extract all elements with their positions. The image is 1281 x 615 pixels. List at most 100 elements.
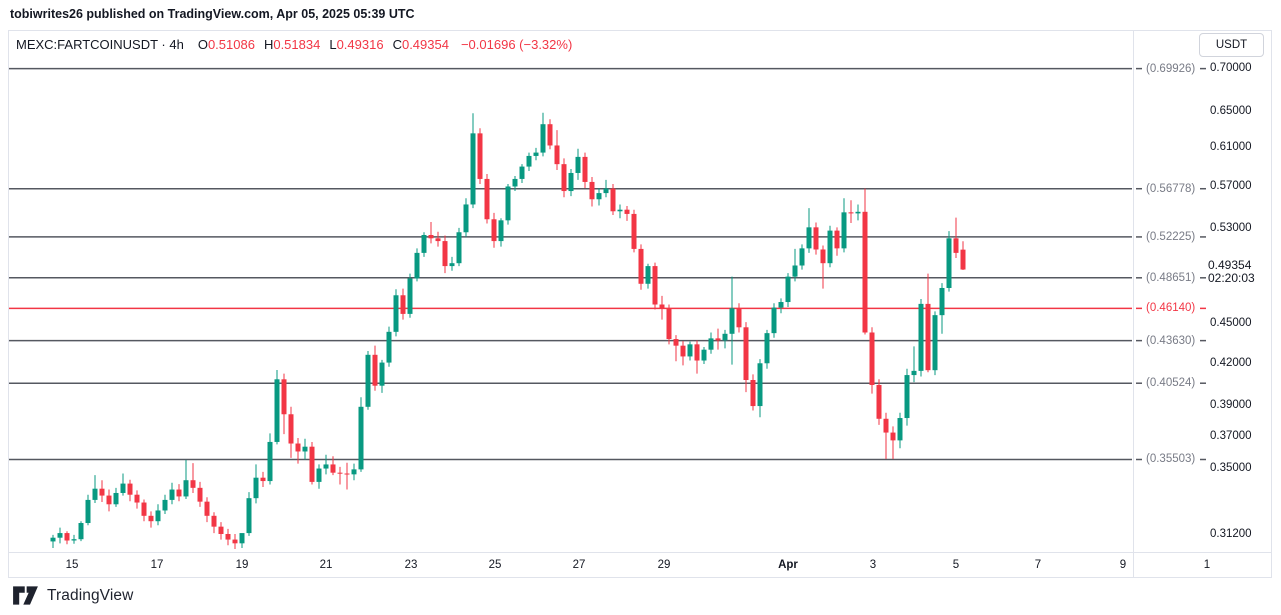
candle-body	[652, 266, 658, 305]
price-axis-separator	[1133, 31, 1134, 577]
price-level-label: (0.35503)	[1146, 453, 1196, 466]
candle-body	[610, 188, 616, 212]
candle-body	[337, 472, 343, 474]
price-level-label: (0.56778)	[1146, 182, 1196, 195]
candle-body	[64, 533, 70, 541]
candle-body	[785, 276, 791, 303]
time-tick-label: 3	[869, 559, 877, 571]
candle-body	[246, 498, 252, 534]
price-level-label: (0.40524)	[1146, 377, 1196, 390]
candle-body	[379, 362, 385, 386]
candle-body	[92, 488, 98, 500]
candle-body	[57, 533, 63, 538]
time-tick-label: 15	[65, 559, 79, 571]
candle-body	[806, 227, 812, 249]
candle-body	[855, 211, 861, 214]
candle-body	[946, 238, 952, 288]
candle-body	[113, 492, 119, 505]
candle-body	[197, 487, 203, 502]
candle-body	[288, 414, 294, 444]
price-tick-label: 0.61000	[1210, 141, 1252, 154]
candle-body	[561, 164, 567, 192]
time-tick-label: 23	[404, 559, 418, 571]
candle-body	[365, 354, 371, 407]
tradingview-branding[interactable]: TradingView	[12, 585, 133, 606]
candle-body	[862, 211, 868, 333]
candle-body	[883, 418, 889, 433]
candle-body	[582, 156, 588, 182]
candle-body	[323, 464, 329, 469]
time-tick-label: 9	[1119, 559, 1127, 571]
candle-body	[708, 338, 714, 350]
candle-body	[799, 248, 805, 266]
time-tick-label: 29	[657, 559, 671, 571]
candle-body	[757, 363, 763, 407]
candle-body	[134, 494, 140, 503]
candle-body	[617, 209, 623, 212]
candle-body	[400, 295, 406, 314]
price-tick-label: 0.57000	[1210, 180, 1252, 193]
candle-body	[841, 212, 847, 249]
candle-body	[869, 332, 875, 385]
price-tick-label: 0.31200	[1210, 528, 1252, 540]
candle-body	[596, 193, 602, 200]
candle-body	[659, 304, 665, 309]
candle-body	[50, 537, 56, 542]
candle-body	[239, 533, 245, 544]
candle-body	[771, 307, 777, 334]
candle-body	[603, 188, 609, 194]
candle-body	[743, 327, 749, 381]
candle-body	[295, 443, 301, 452]
candle-body	[519, 166, 525, 179]
price-change: −0.01696 (−3.32%)	[460, 37, 573, 52]
candle-body	[218, 526, 224, 534]
candle-body	[176, 489, 182, 497]
candle-body	[813, 227, 819, 250]
candle-body	[589, 181, 595, 200]
candle-body	[953, 238, 959, 253]
time-tick-label: 5	[952, 559, 960, 571]
candle-body	[736, 308, 742, 328]
attribution-text: tobiwrites26 published on TradingView.co…	[10, 7, 415, 21]
candle-body	[414, 252, 420, 279]
candle-body	[631, 213, 637, 249]
candle-body	[526, 155, 532, 167]
ohlc-open: O0.51086	[198, 37, 255, 52]
candle-body	[750, 380, 756, 407]
candle-body	[729, 308, 735, 334]
time-tick-label: 21	[319, 559, 333, 571]
time-tick-label: 17	[150, 559, 164, 571]
candle-body	[309, 446, 315, 482]
ohlc-close-value: 0.49354	[401, 37, 449, 52]
time-tick-label: 27	[572, 559, 586, 571]
candle-body	[260, 477, 266, 482]
candle-body	[351, 469, 357, 475]
candle-body	[169, 489, 175, 500]
candle-body	[316, 468, 322, 482]
candle-body	[638, 248, 644, 284]
candle-body	[386, 331, 392, 363]
candle-body	[141, 502, 147, 516]
candle-body	[575, 156, 581, 173]
price-tick-label: 0.65000	[1210, 104, 1252, 117]
ohlc-high: H0.51834	[264, 37, 320, 52]
candle-body	[722, 333, 728, 341]
candle-countdown: 02:20:03	[1208, 270, 1255, 285]
candle-body	[904, 375, 910, 419]
candle-body	[183, 480, 189, 497]
candle-body	[302, 446, 308, 452]
price-level-label: (0.48651)	[1146, 271, 1196, 284]
candle-body	[120, 483, 126, 493]
candle-body	[890, 432, 896, 441]
candle-body	[911, 370, 917, 376]
ohlc-close: C0.49354	[393, 37, 449, 52]
candle-body	[834, 230, 840, 249]
quote-currency-button[interactable]: USDT	[1199, 33, 1264, 57]
candle-body	[932, 315, 938, 371]
candle-body	[155, 510, 161, 522]
candle-body	[330, 464, 336, 473]
candle-body	[792, 265, 798, 277]
candle-body	[435, 238, 441, 242]
price-tick-label: 0.42000	[1210, 356, 1252, 369]
